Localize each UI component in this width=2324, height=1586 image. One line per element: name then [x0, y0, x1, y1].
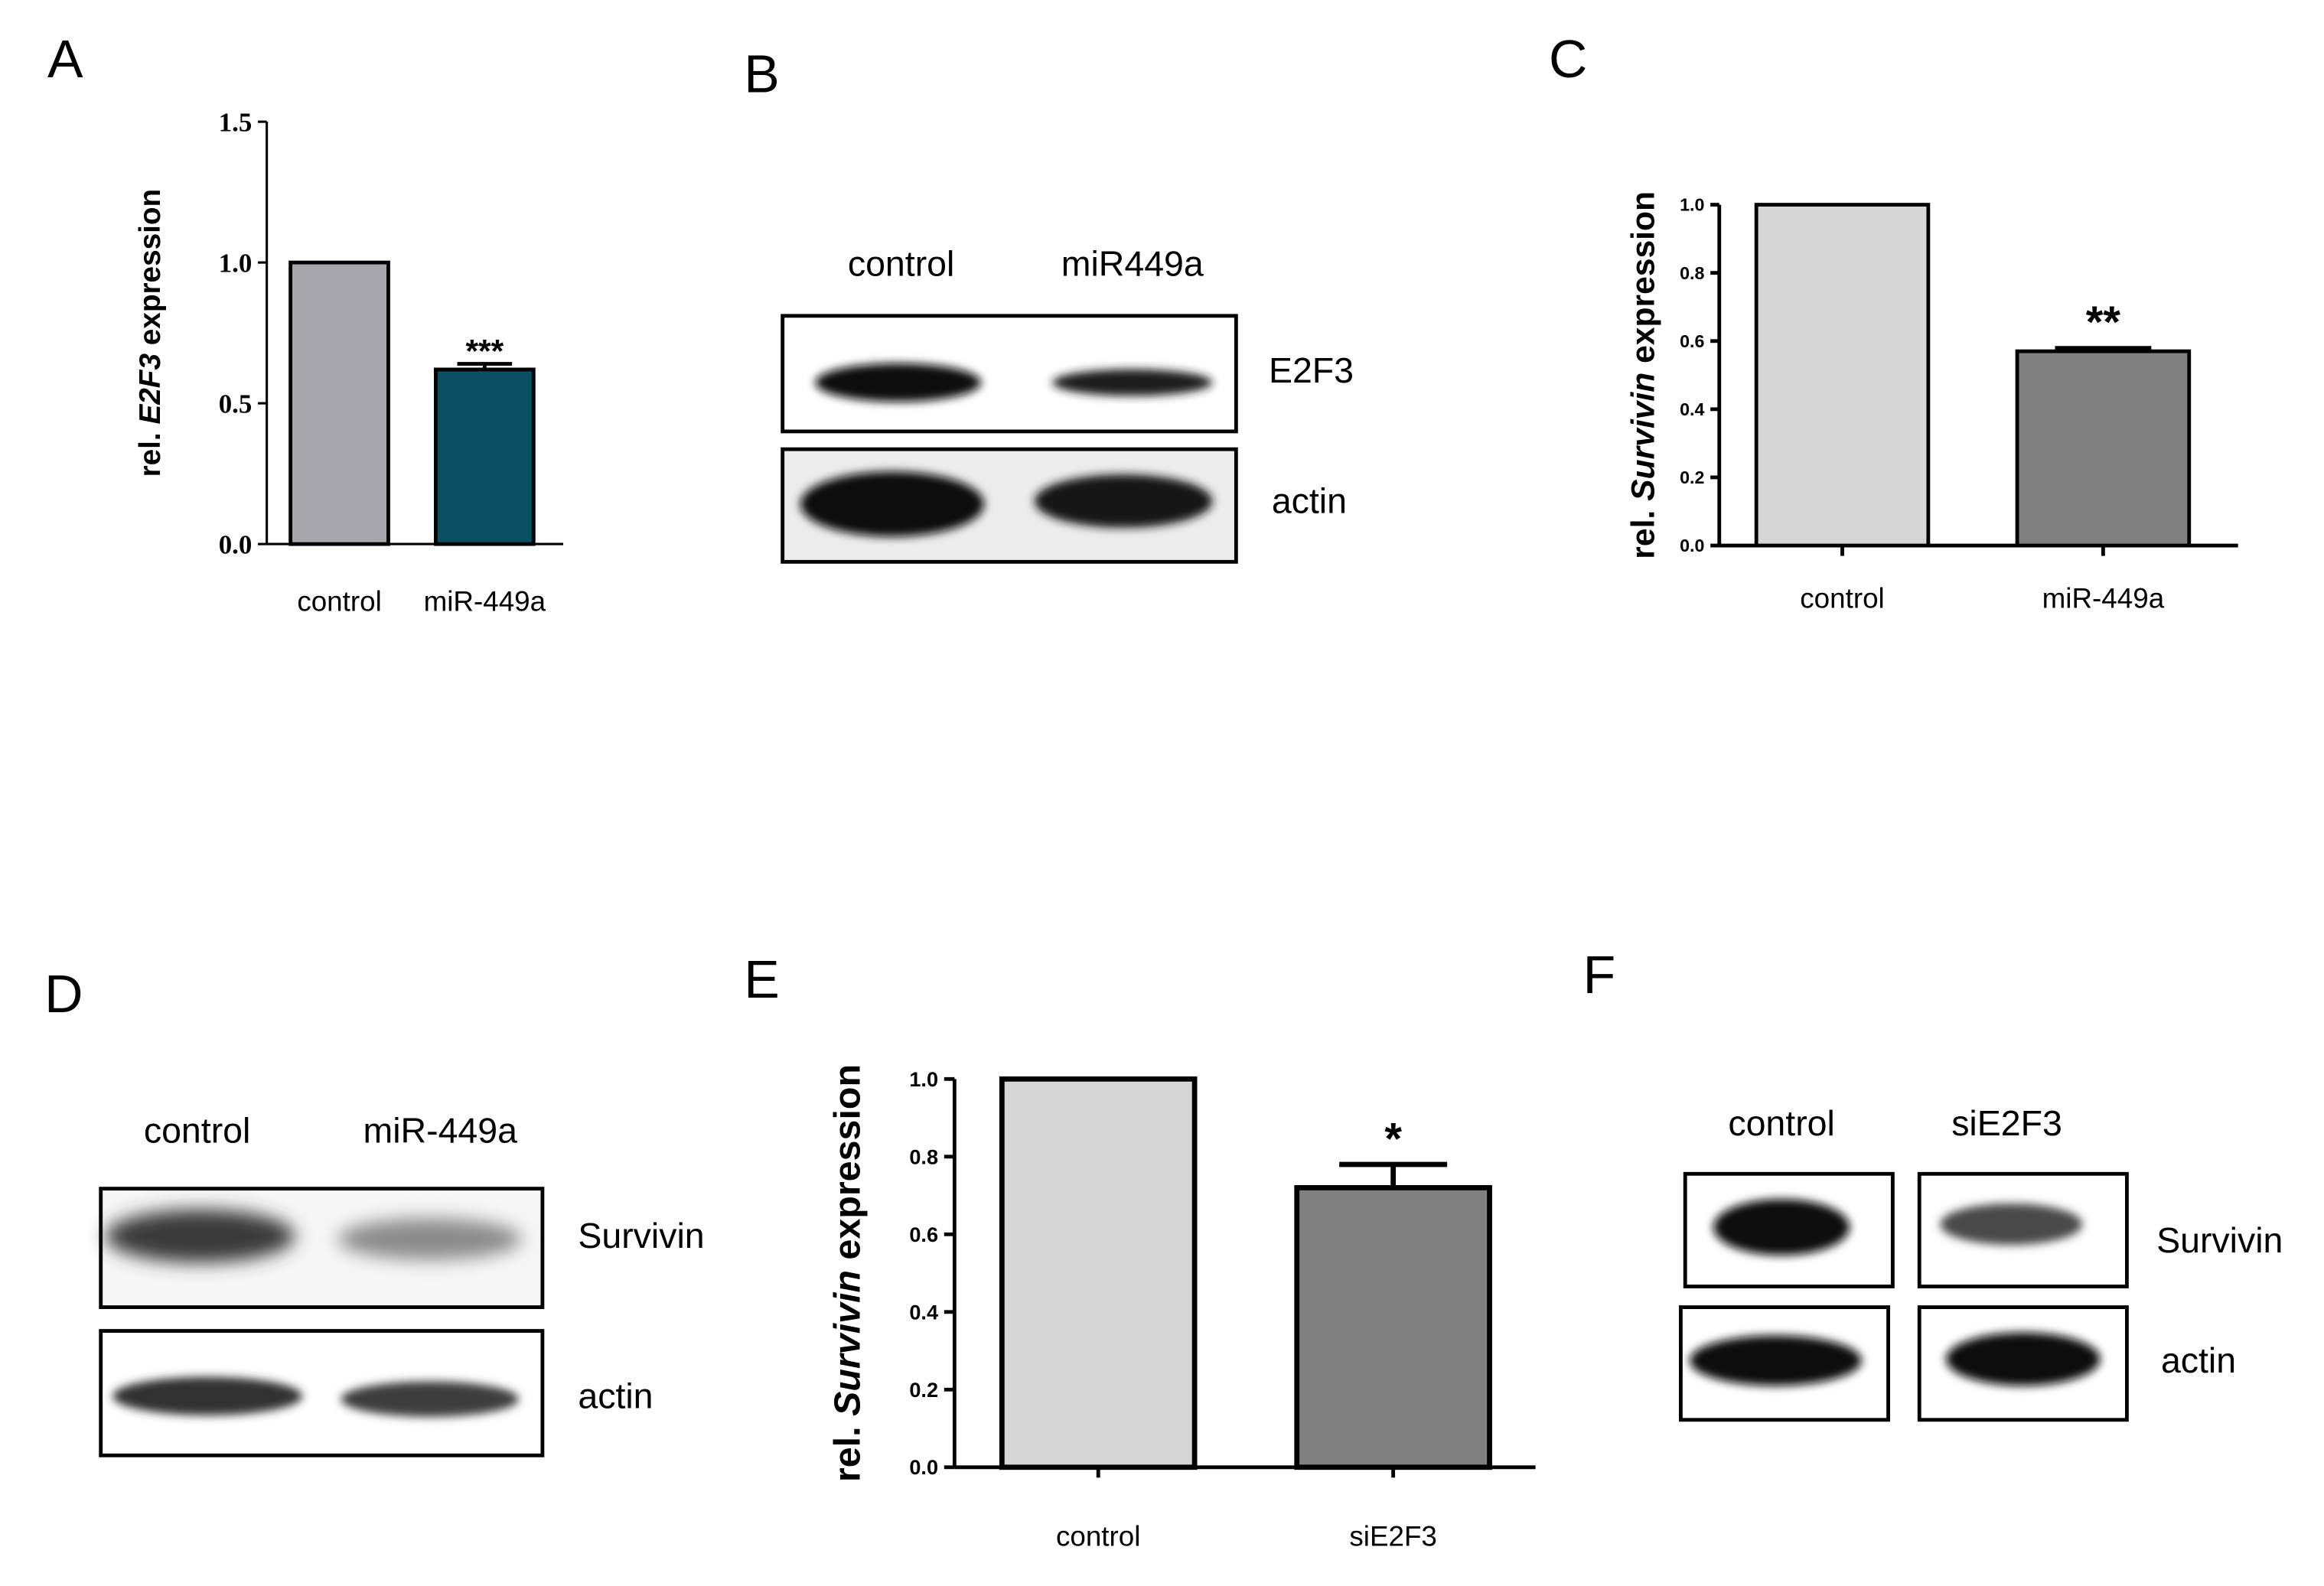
significance-marker: *** — [465, 334, 504, 370]
y-axis-label-gene: Survivin — [826, 1270, 868, 1416]
y-axis-label: rel. Survivin expression — [1625, 191, 1662, 559]
blot-row-label: actin — [578, 1376, 653, 1415]
blot-band — [1690, 1335, 1862, 1386]
y-axis-label-part: expression — [1625, 191, 1662, 373]
significance-marker: ** — [2086, 298, 2121, 347]
blot-band — [341, 1381, 519, 1417]
blot-panel-d: control miR-449a Survivin actin — [99, 1111, 705, 1457]
blot-band — [1034, 474, 1213, 528]
x-category-label: control — [1800, 582, 1884, 614]
blot-row-label: Survivin — [578, 1216, 704, 1255]
y-tick-label: 1.0 — [909, 1067, 938, 1091]
blot-row-label: actin — [2161, 1340, 2236, 1380]
blot-band — [815, 363, 982, 402]
blot-panel-b: control miR449a E2F3 actin — [781, 244, 1354, 564]
blot-panel-f: control siE2F3 Survivin actin — [1678, 1103, 2283, 1422]
y-tick-label: 0.0 — [909, 1455, 938, 1479]
blot-lane-label: control — [1728, 1103, 1834, 1143]
blot-band — [337, 1218, 522, 1260]
y-tick-label: 0.5 — [219, 389, 253, 418]
bar — [288, 260, 390, 546]
y-tick-label: 0.0 — [1680, 536, 1704, 555]
blot-band — [1940, 1203, 2083, 1246]
blot-lane-label: miR-449a — [363, 1111, 518, 1151]
blot-row-label: Survivin — [2156, 1220, 2283, 1260]
y-axis-label-gene: Survivin — [1625, 373, 1662, 501]
bar — [2015, 349, 2192, 548]
blot-row-label: actin — [1272, 480, 1347, 520]
bar — [434, 367, 536, 546]
blot-row-label: E2F3 — [1269, 350, 1354, 390]
chart-panel-c: 0.0 0.2 0.4 0.6 0.8 1.0 rel. Survivin expressi… — [1625, 191, 2238, 614]
blot-band — [112, 1376, 303, 1415]
bar — [1294, 1185, 1492, 1470]
blot-lane-label: control — [848, 244, 954, 284]
y-tick-label: 0.2 — [909, 1378, 938, 1402]
blot-band — [1052, 369, 1213, 396]
y-tick-label: 1.0 — [1680, 195, 1704, 215]
bar — [999, 1076, 1198, 1470]
y-axis-label-part: expression — [134, 189, 167, 353]
y-axis-label-part: expression — [826, 1064, 868, 1270]
significance-marker: * — [1384, 1114, 1402, 1164]
x-category-label: miR-449a — [2042, 582, 2165, 614]
panel-letter-e: E — [744, 949, 780, 1009]
chart-panel-a: 0.0 0.5 1.0 1.5 rel. E2F3 expression control *… — [134, 107, 564, 617]
panel-letter-f: F — [1583, 945, 1616, 1005]
y-axis-label-part: rel. — [1625, 501, 1662, 559]
y-axis-label-part: rel. — [826, 1416, 868, 1482]
y-tick-label: 0.4 — [1680, 399, 1704, 419]
blot-band — [1946, 1332, 2101, 1386]
y-axis-label-gene: E2F3 — [134, 353, 167, 425]
blot-band — [800, 471, 985, 537]
bar — [1754, 203, 1931, 548]
chart-panel-e: 0.0 0.2 0.4 0.6 0.8 1.0 rel. Survivin expressi… — [826, 1064, 1536, 1552]
blot-lane-label: siE2F3 — [1951, 1103, 2062, 1143]
y-tick-label: 0.6 — [909, 1223, 938, 1246]
y-tick-label: 0.8 — [909, 1145, 938, 1168]
y-tick-label: 0.0 — [219, 529, 253, 559]
y-axis-label: rel. E2F3 expression — [134, 189, 167, 477]
y-tick-label: 0.6 — [1680, 331, 1704, 351]
panel-letter-b: B — [744, 44, 780, 103]
blot-band — [105, 1209, 295, 1263]
y-tick-label: 1.5 — [219, 107, 253, 137]
blot-band — [1713, 1199, 1850, 1255]
panel-letter-a: A — [47, 29, 83, 89]
y-tick-label: 0.4 — [909, 1300, 938, 1324]
x-category-label: control — [297, 585, 381, 617]
y-axis-label-part: rel. — [134, 425, 167, 477]
y-tick-label: 0.2 — [1680, 467, 1704, 487]
x-category-label: siE2F3 — [1349, 1520, 1437, 1552]
blot-lane-label: miR449a — [1061, 244, 1204, 284]
blot-lane-label: control — [144, 1111, 250, 1151]
panel-letter-c: C — [1549, 29, 1587, 89]
x-category-label: control — [1056, 1520, 1140, 1552]
y-tick-label: 1.0 — [219, 248, 253, 278]
y-axis-label: rel. Survivin expression — [826, 1064, 868, 1482]
x-category-label: miR-449a — [424, 585, 546, 617]
panel-letter-d: D — [44, 964, 83, 1024]
y-tick-label: 0.8 — [1680, 263, 1704, 283]
